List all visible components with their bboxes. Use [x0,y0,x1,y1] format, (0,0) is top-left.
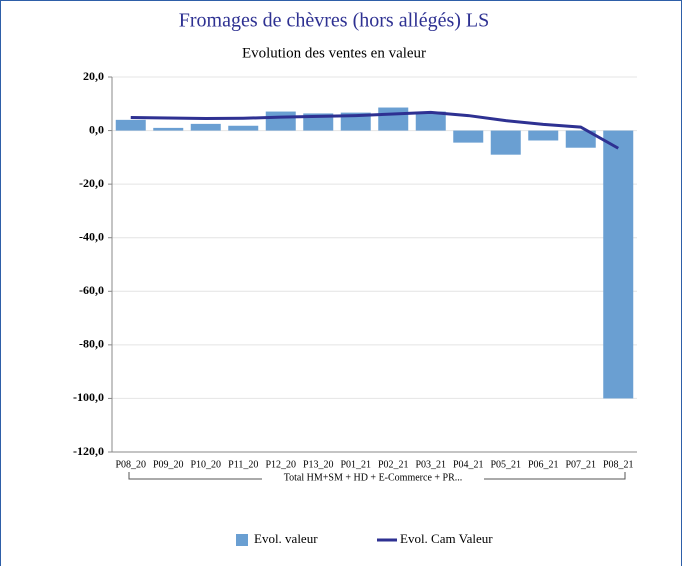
bar [415,111,446,131]
bar [565,130,596,148]
legend-label: Evol. Cam Valeur [400,531,493,546]
bar [228,125,259,131]
chart-subtitle: Evolution des ventes en valeur [242,45,426,61]
y-tick-label: -60,0 [79,283,104,297]
x-tick-label: P08_21 [603,459,634,470]
y-tick-label: -20,0 [79,176,104,190]
x-tick-label: P10_20 [190,459,221,470]
bar [490,130,521,155]
x-tick-label: P09_20 [153,459,184,470]
x-tick-label: P05_21 [490,459,521,470]
group-label: Total HM+SM + HD + E-Commerce + PR... [284,472,463,483]
y-tick-label: -80,0 [79,337,104,351]
y-tick-label: -120,0 [73,444,104,458]
x-tick-label: P06_21 [528,459,559,470]
x-tick-label: P12_20 [265,459,296,470]
y-tick-label: -100,0 [73,390,104,404]
bar [115,119,146,131]
bar [378,107,409,131]
bar [265,111,296,131]
chart-title: Fromages de chèvres (hors allégés) LS [179,10,489,32]
bar [453,130,484,143]
x-tick-label: P07_21 [565,459,596,470]
bar [603,130,634,399]
legend-label: Evol. valeur [254,531,318,546]
x-tick-label: P08_20 [115,459,146,470]
bar [528,130,559,141]
x-tick-label: P11_20 [228,459,258,470]
x-tick-label: P13_20 [303,459,334,470]
line [130,110,619,150]
bar [190,123,221,131]
x-tick-label: P02_21 [378,459,409,470]
y-tick-label: -40,0 [79,229,104,243]
y-tick-label: 0,0 [89,122,104,136]
legend-swatch [236,534,248,546]
x-tick-label: P01_21 [340,459,371,470]
x-tick-label: P04_21 [453,459,484,470]
y-tick-label: 20,0 [83,69,104,83]
x-tick-label: P03_21 [415,459,446,470]
bar [153,127,184,131]
group-label-bg [262,473,484,484]
